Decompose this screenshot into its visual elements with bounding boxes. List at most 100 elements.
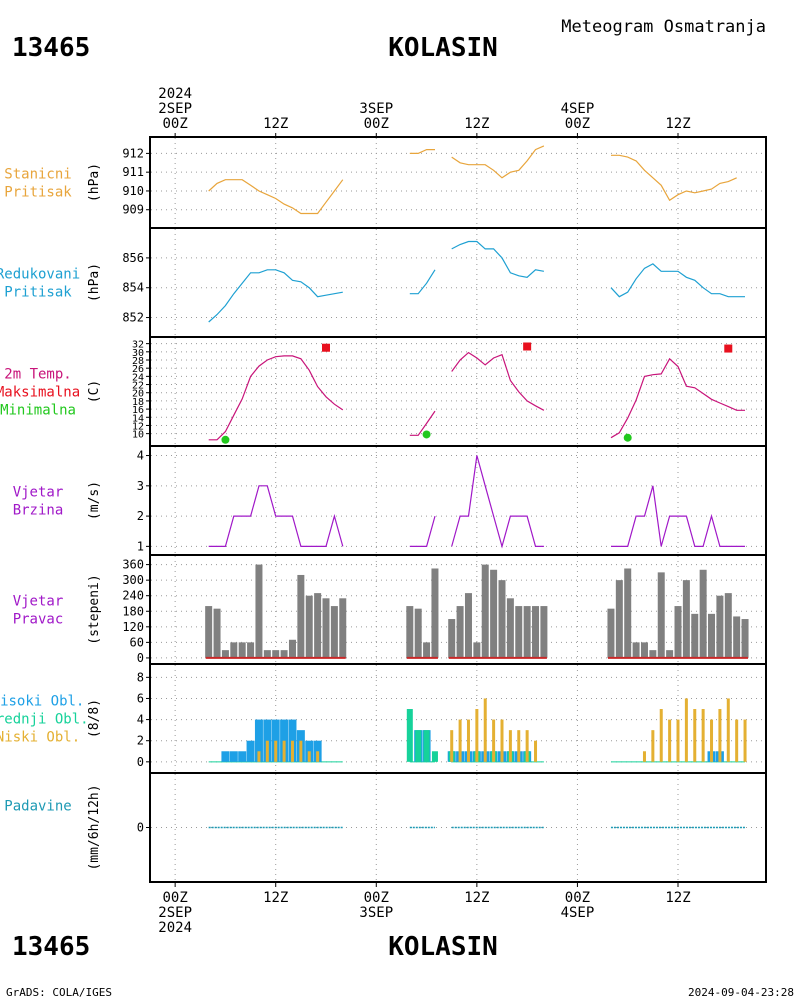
direction-bar bbox=[247, 642, 255, 658]
low-cloud-bar bbox=[299, 740, 303, 762]
y-tick-label: 120 bbox=[122, 620, 144, 634]
mid-cloud-bar bbox=[423, 730, 430, 762]
y-tick-label: 912 bbox=[122, 146, 144, 160]
direction-bar bbox=[523, 606, 531, 658]
direction-bar bbox=[615, 580, 623, 658]
parameter-label: Vjetar bbox=[13, 485, 64, 501]
y-tick-label: 32 bbox=[132, 340, 144, 351]
direction-bar bbox=[506, 598, 514, 658]
low-cloud-bar bbox=[290, 740, 294, 762]
y-tick-label: 180 bbox=[122, 604, 144, 618]
direction-bar bbox=[532, 606, 540, 658]
direction-bar bbox=[456, 606, 464, 658]
low-cloud-bar bbox=[492, 719, 496, 762]
direction-bar bbox=[498, 580, 506, 658]
direction-bar bbox=[640, 642, 648, 658]
low-cloud-bar bbox=[450, 730, 454, 762]
direction-bar bbox=[674, 606, 682, 658]
low-cloud-bar bbox=[718, 709, 722, 762]
parameter-label: Stanicni bbox=[4, 167, 71, 183]
wind-speed-line bbox=[611, 485, 745, 548]
direction-bar bbox=[473, 642, 481, 658]
direction-bar bbox=[423, 642, 431, 658]
direction-bar bbox=[691, 613, 699, 658]
low-cloud-bar bbox=[483, 698, 487, 762]
low-cloud-bar bbox=[316, 751, 320, 762]
low-cloud-bar bbox=[726, 698, 730, 762]
top-time-label: 4SEP bbox=[561, 101, 595, 117]
y-tick-label: 300 bbox=[122, 573, 144, 587]
low-cloud-bar bbox=[743, 719, 747, 762]
direction-bar bbox=[406, 606, 414, 658]
direction-bar bbox=[221, 650, 229, 658]
low-cloud-bar bbox=[659, 709, 663, 762]
y-tick-label: 14 bbox=[132, 413, 144, 424]
parameter-label: Maksimalna bbox=[0, 385, 80, 401]
direction-bar bbox=[263, 650, 271, 658]
panel-vjetar-brzina: 1 2 3 4 (m/s) Vjetar Brzina bbox=[13, 445, 767, 556]
direction-bar bbox=[288, 639, 296, 658]
direction-bar bbox=[322, 598, 330, 658]
parameter-label: Visoki Obl. bbox=[0, 694, 84, 710]
station-pressure-line bbox=[611, 154, 737, 202]
direction-bar bbox=[607, 608, 615, 658]
direction-bar bbox=[431, 568, 439, 658]
y-tick-label: 60 bbox=[130, 635, 144, 649]
reduced-pressure-line bbox=[409, 269, 436, 295]
y-tick-label: 2 bbox=[137, 509, 144, 523]
direction-bar bbox=[213, 608, 221, 658]
low-cloud-bar bbox=[257, 751, 261, 762]
direction-bar bbox=[448, 619, 456, 658]
low-cloud-bar bbox=[265, 740, 269, 762]
y-tick-label: 0 bbox=[137, 755, 144, 769]
bottom-time-label: 00Z bbox=[162, 890, 187, 906]
top-time-label: 12Z bbox=[665, 116, 690, 132]
top-time-label: 00Z bbox=[565, 116, 590, 132]
parameter-label: Pritisak bbox=[4, 285, 72, 301]
top-time-label: 00Z bbox=[364, 116, 389, 132]
top-time-label: 12Z bbox=[263, 116, 288, 132]
bottom-time-label: 2SEP bbox=[158, 905, 192, 921]
y-tick-label: 910 bbox=[122, 184, 144, 198]
high-cloud-bar bbox=[254, 719, 263, 762]
wind-speed-line bbox=[409, 515, 436, 548]
station-name-top: KOLASIN bbox=[388, 33, 498, 63]
direction-bar bbox=[490, 569, 498, 658]
bottom-time-label: 12Z bbox=[263, 890, 288, 906]
panel-redukovani-pritisak: 852 854 856 (hPa) Redukovani Pritisak bbox=[0, 227, 767, 338]
y-tick-label: 240 bbox=[122, 589, 144, 603]
low-cloud-bar bbox=[534, 740, 538, 762]
direction-bar bbox=[339, 598, 347, 658]
station-pressure-line bbox=[451, 145, 545, 179]
unit-label: (8/8) bbox=[87, 699, 102, 738]
y-tick-label: 10 bbox=[132, 430, 144, 441]
y-tick-label: 30 bbox=[132, 348, 144, 359]
low-cloud-bar bbox=[525, 730, 529, 762]
direction-bar bbox=[741, 619, 749, 658]
footer-software: GrADS: COLA/IGES bbox=[6, 986, 112, 999]
direction-bar bbox=[280, 650, 288, 658]
direction-bar bbox=[464, 593, 472, 658]
tmax-marker bbox=[322, 343, 330, 352]
tmin-marker bbox=[221, 435, 230, 444]
y-tick-label: 8 bbox=[137, 670, 144, 684]
direction-bar bbox=[481, 564, 489, 658]
direction-bar bbox=[657, 572, 665, 658]
parameter-label: Pravac bbox=[13, 612, 64, 628]
unit-label: (stepeni) bbox=[87, 574, 102, 644]
direction-bar bbox=[666, 650, 674, 658]
panel-stanicni-pritisak: 909 910 911 912 (hPa) Stanicni Pritisak bbox=[4, 136, 767, 229]
unit-label: (m/s) bbox=[87, 481, 102, 520]
y-tick-label: 28 bbox=[132, 356, 144, 367]
direction-bar bbox=[624, 568, 632, 658]
low-cloud-bar bbox=[676, 719, 680, 762]
y-tick-label: 2 bbox=[137, 734, 144, 748]
station-pressure-line bbox=[208, 179, 344, 215]
y-tick-label: 24 bbox=[132, 372, 144, 383]
station-name-bottom: KOLASIN bbox=[388, 932, 498, 962]
y-tick-label: 0 bbox=[137, 821, 144, 835]
y-tick-label: 26 bbox=[132, 364, 144, 375]
low-cloud-bar bbox=[684, 698, 688, 762]
direction-bar bbox=[724, 593, 732, 658]
